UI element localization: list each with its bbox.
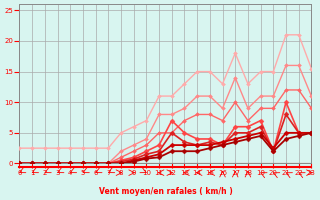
X-axis label: Vent moyen/en rafales ( km/h ): Vent moyen/en rafales ( km/h ): [99, 187, 232, 196]
